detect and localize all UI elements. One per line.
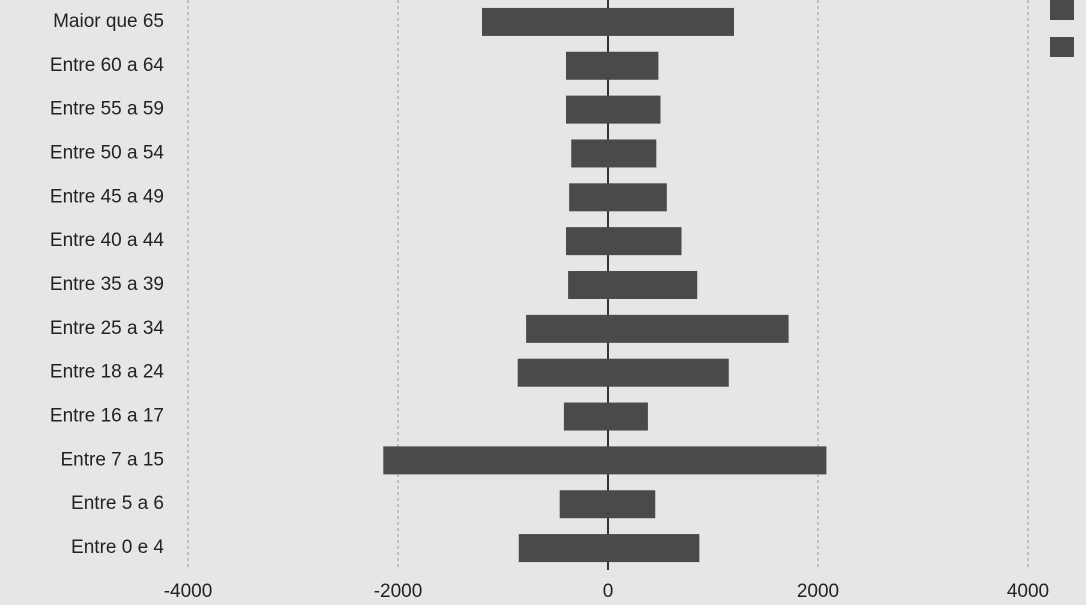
bar bbox=[608, 534, 700, 563]
x-tick-label: 2000 bbox=[797, 581, 839, 602]
bar bbox=[608, 139, 657, 168]
y-tick-label: Entre 35 a 39 bbox=[50, 274, 164, 295]
y-tick-label: Entre 16 a 17 bbox=[50, 406, 164, 427]
y-tick-label: Entre 7 a 15 bbox=[60, 449, 164, 470]
bar bbox=[571, 139, 608, 168]
y-tick-label: Entre 0 e 4 bbox=[71, 537, 164, 558]
y-tick-label: Entre 40 a 44 bbox=[50, 230, 165, 251]
x-tick-label: -2000 bbox=[374, 581, 423, 602]
y-tick-label: Entre 55 a 59 bbox=[50, 99, 164, 120]
bar bbox=[608, 314, 789, 343]
bar bbox=[568, 271, 608, 299]
bar bbox=[608, 227, 682, 256]
bar bbox=[608, 402, 648, 431]
bar bbox=[517, 358, 608, 387]
bar bbox=[482, 7, 608, 36]
bar bbox=[608, 51, 659, 80]
bar bbox=[566, 227, 608, 256]
y-tick-label: Entre 18 a 24 bbox=[50, 362, 165, 383]
legend-swatch bbox=[1050, 0, 1074, 20]
bar bbox=[608, 95, 661, 124]
bar bbox=[383, 446, 608, 475]
bar bbox=[563, 402, 608, 431]
bar bbox=[608, 358, 729, 387]
y-tick-label: Maior que 65 bbox=[53, 11, 164, 32]
bar bbox=[526, 314, 608, 343]
y-tick-label: Entre 50 a 54 bbox=[50, 142, 165, 163]
x-tick-label: 0 bbox=[603, 581, 614, 602]
bar bbox=[559, 490, 608, 519]
bar bbox=[566, 95, 608, 124]
bar bbox=[608, 446, 827, 475]
legend-swatch bbox=[1050, 37, 1074, 57]
bar bbox=[518, 534, 608, 563]
bar bbox=[608, 271, 698, 299]
bar bbox=[569, 183, 608, 212]
bar bbox=[608, 7, 734, 36]
x-tick-label: -4000 bbox=[164, 581, 213, 602]
bar bbox=[608, 490, 656, 519]
bar bbox=[566, 51, 608, 80]
y-tick-label: Entre 5 a 6 bbox=[71, 493, 164, 514]
y-tick-label: Entre 60 a 64 bbox=[50, 55, 165, 76]
bar bbox=[608, 183, 667, 212]
y-tick-label: Entre 25 a 34 bbox=[50, 318, 165, 339]
x-tick-label: 4000 bbox=[1007, 581, 1049, 602]
y-tick-label: Entre 45 a 49 bbox=[50, 186, 164, 207]
